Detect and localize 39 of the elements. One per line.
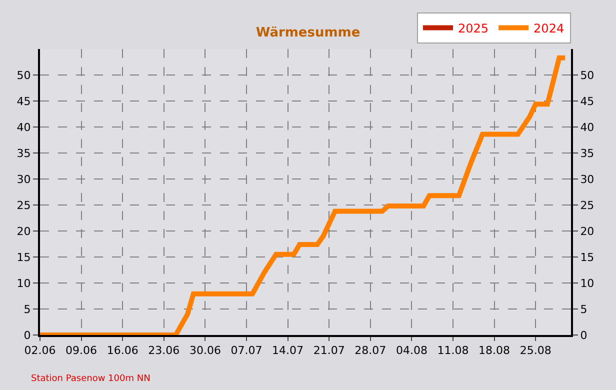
y2-tick-label: 10 [580, 276, 594, 290]
x-tick-label: 02.06 [24, 344, 56, 358]
y2-tick-label: 25 [580, 198, 594, 212]
y2-tick-label: 50 [580, 68, 594, 82]
y2-tick-label: 40 [580, 120, 594, 134]
y-tick-label: 10 [16, 276, 31, 290]
x-tick-label: 16.06 [106, 344, 138, 358]
y2-tick-label: 45 [580, 94, 594, 108]
x-tick-label: 25.08 [520, 344, 552, 358]
x-tick-label: 11.08 [437, 344, 469, 358]
x-tick-label: 18.08 [478, 344, 510, 358]
y2-tick-label: 30 [580, 172, 594, 186]
x-tick-label: 21.07 [313, 344, 345, 358]
x-tick-label: 23.06 [148, 344, 180, 358]
x-tick-label: 09.06 [66, 344, 98, 358]
y-tick-label: 5 [24, 302, 31, 316]
text: Station Pasenow 100m NN [31, 374, 150, 384]
legend-label: 2025 [458, 21, 489, 36]
y2-tick-label: 20 [580, 224, 594, 238]
y2-tick-label: 15 [580, 250, 594, 264]
y2-tick-label: 0 [580, 328, 588, 342]
y-tick-label: 30 [16, 172, 31, 186]
x-tick-label: 14.07 [272, 344, 304, 358]
x-tick-label: 04.08 [396, 344, 428, 358]
y-tick-label: 25 [16, 198, 31, 212]
x-tick-label: 28.07 [354, 344, 386, 358]
y-tick-label: 40 [16, 120, 31, 134]
y-tick-label: 45 [16, 94, 31, 108]
y-tick-label: 20 [16, 224, 31, 238]
y-tick-label: 35 [16, 146, 31, 160]
y-tick-label: 0 [24, 328, 31, 342]
x-tick-label: 30.06 [189, 344, 221, 358]
chart-title: Wärmesumme [256, 25, 360, 40]
y2-tick-label: 5 [580, 302, 588, 316]
legend-label: 2024 [534, 21, 564, 36]
y-tick-label: 15 [16, 250, 31, 264]
x-tick-label: 07.07 [230, 344, 262, 358]
y-tick-label: 50 [16, 68, 31, 82]
y2-tick-label: 35 [580, 146, 594, 160]
